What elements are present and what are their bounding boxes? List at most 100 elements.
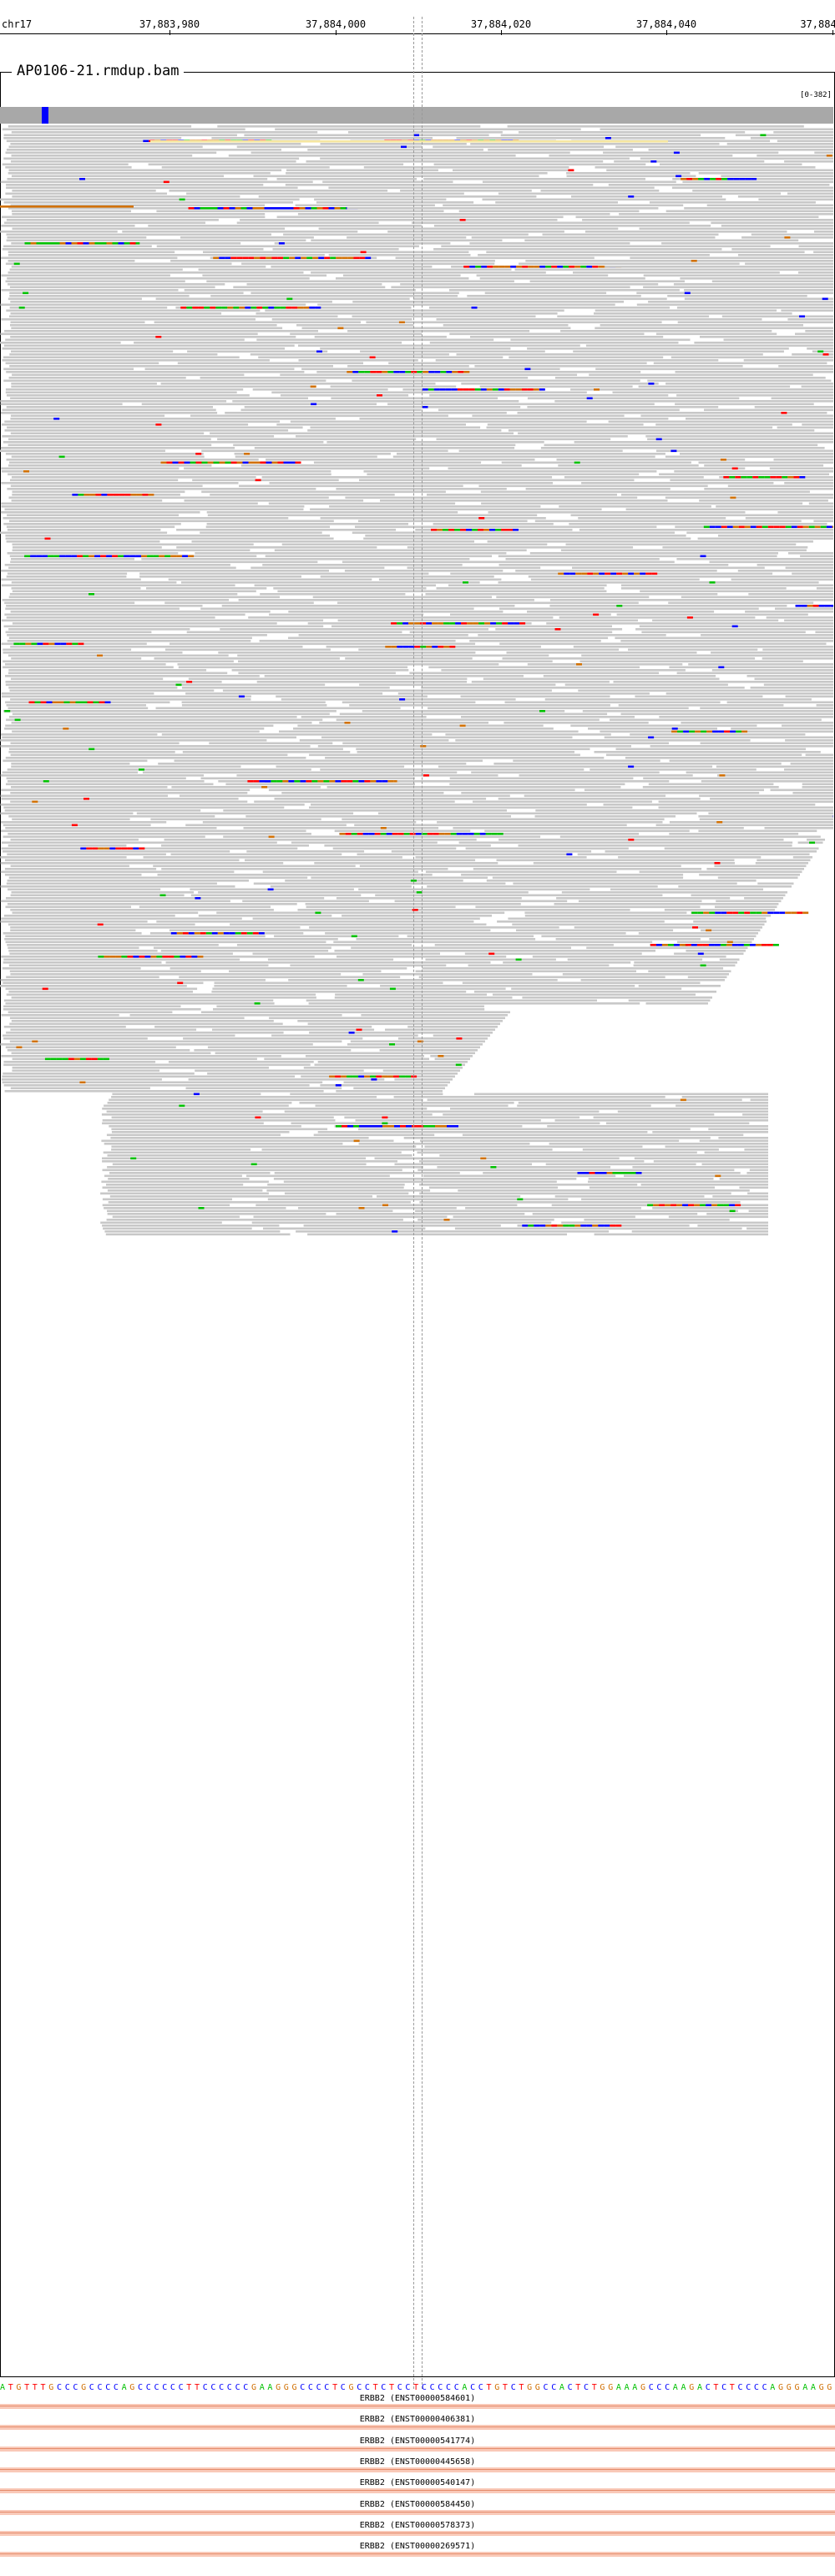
soft-clip-base (431, 529, 437, 531)
soft-clip-base (141, 555, 148, 558)
soft-clip-base (409, 833, 416, 835)
transcript-row[interactable]: ERBB2 (ENST00000406381) (0, 2415, 835, 2431)
read (4, 601, 135, 605)
read (684, 297, 833, 301)
read (532, 956, 726, 958)
read-mismatch (14, 718, 21, 722)
read (816, 587, 833, 590)
soft-clip-base (504, 388, 510, 391)
soft-clip-base (458, 371, 464, 373)
read (320, 143, 467, 145)
read (578, 900, 702, 903)
read (625, 757, 833, 759)
read (8, 438, 211, 441)
read (5, 859, 240, 862)
read (625, 508, 833, 511)
read (357, 853, 571, 856)
read-mismatch (71, 824, 78, 827)
read (12, 543, 254, 546)
soft-clip-base (52, 701, 58, 704)
read (6, 777, 186, 780)
coverage-track[interactable] (0, 107, 833, 124)
soft-clip-base (358, 1075, 365, 1078)
read (335, 993, 487, 996)
read (111, 1128, 328, 1131)
transcript-strand-line (0, 2490, 835, 2492)
read (575, 216, 819, 219)
read (200, 377, 529, 379)
read (676, 307, 833, 309)
read (10, 324, 277, 327)
read (10, 742, 180, 745)
read (534, 520, 802, 523)
read (505, 558, 660, 560)
soft-clip-base (443, 646, 450, 648)
read (176, 529, 397, 531)
soft-clip-base (703, 911, 710, 915)
read (8, 473, 331, 476)
read (2, 408, 216, 412)
read-mismatch (353, 1139, 360, 1143)
transcript-row[interactable]: ERBB2 (ENST00000541774) (0, 2436, 835, 2452)
soft-clip-base (264, 207, 271, 210)
soft-clip-base (484, 622, 491, 625)
read (234, 453, 391, 455)
reference-base: A (697, 2383, 703, 2392)
read (3, 344, 295, 347)
read (153, 865, 356, 868)
soft-clip-base (124, 242, 130, 245)
read (472, 414, 625, 418)
read (600, 324, 803, 327)
read (798, 245, 833, 248)
soft-clip-base (358, 780, 365, 783)
read (342, 560, 675, 564)
transcript-row[interactable]: ERBB2 (ENST00000578373) (0, 2520, 835, 2536)
soft-clip-base (802, 911, 809, 915)
soft-clip-base (19, 642, 26, 646)
soft-clip-base (522, 266, 529, 268)
transcript-row[interactable]: ERBB2 (ENST00000584450) (0, 2499, 835, 2515)
transcript-row[interactable]: ERBB2 (ENST00000445658) (0, 2457, 835, 2472)
read (731, 248, 833, 251)
soft-clip-base (473, 622, 479, 625)
soft-clip-base (259, 780, 266, 783)
read (169, 929, 491, 932)
read-mismatch (680, 1098, 686, 1102)
soft-clip-base (219, 461, 225, 464)
soft-clip-base (414, 622, 421, 625)
read (3, 932, 142, 935)
read (1, 505, 305, 508)
read (248, 616, 554, 619)
transcript-row[interactable]: ERBB2 (ENST00000269571) (0, 2542, 835, 2558)
transcript-row[interactable]: ERBB2 (ENST00000540147) (0, 2478, 835, 2494)
read (307, 1022, 500, 1026)
soft-clip-base (610, 572, 617, 576)
soft-clip-base (53, 242, 60, 245)
read (492, 876, 684, 880)
soft-clip-base (194, 932, 200, 935)
read (750, 1098, 768, 1102)
read (433, 523, 554, 525)
read (200, 777, 415, 780)
read (1, 423, 249, 426)
transcript-row[interactable]: ERBB2 (ENST00000584601) (0, 2394, 835, 2409)
read-mismatch (398, 321, 405, 324)
read (9, 689, 215, 692)
read (717, 876, 798, 880)
soft-clip-base (717, 1204, 724, 1207)
read-alignments[interactable] (0, 125, 833, 2372)
read-mismatch (286, 297, 293, 301)
read (605, 1122, 750, 1125)
read (107, 1209, 393, 1213)
track-title[interactable]: AP0106-21.rmdup.bam (12, 63, 185, 79)
read (334, 996, 513, 999)
read (669, 759, 833, 763)
read (746, 1172, 768, 1174)
read (630, 256, 833, 260)
read (316, 201, 474, 204)
reference-base: C (235, 2383, 240, 2392)
read (161, 868, 448, 870)
read (655, 824, 833, 827)
soft-clip-base (266, 256, 272, 260)
